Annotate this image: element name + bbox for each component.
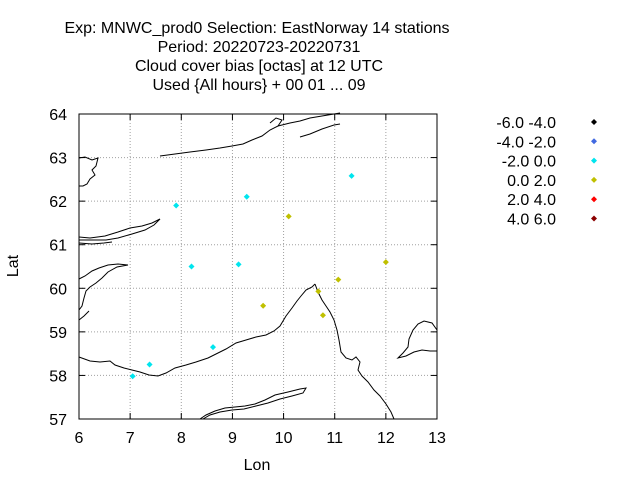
data-point <box>335 276 342 283</box>
legend-label: -4.0 -2.0 <box>496 134 556 151</box>
x-axis-label: Lon <box>244 457 271 474</box>
x-tick-label: 12 <box>377 430 395 447</box>
grid-lines <box>79 114 437 419</box>
legend-swatch <box>591 196 597 203</box>
legend-swatch <box>591 119 597 125</box>
x-tick-label: 9 <box>228 430 237 447</box>
y-tick-label: 62 <box>49 194 67 211</box>
data-point <box>235 261 242 268</box>
y-tick-label: 57 <box>49 412 67 429</box>
legend-label: 2.0 4.0 <box>507 192 556 209</box>
x-tick-label: 10 <box>275 430 293 447</box>
data-point <box>315 288 322 295</box>
x-tick-label: 7 <box>126 430 135 447</box>
y-tick-label: 59 <box>49 325 67 342</box>
legend-label: -2.0 0.0 <box>502 154 556 171</box>
data-points <box>129 172 389 380</box>
legend: -6.0 -4.0 -4.0 -2.0 -2.0 0.0 0.0 2.0 2.0 4.0… <box>496 115 597 229</box>
y-tick-label: 61 <box>49 238 67 255</box>
chart-title-line: Cloud cover bias [octas] at 12 UTC <box>135 58 383 75</box>
data-point <box>129 373 136 380</box>
data-point <box>285 213 292 220</box>
y-tick-label: 63 <box>49 151 67 168</box>
data-point <box>319 312 326 319</box>
x-tick-label: 8 <box>177 430 186 447</box>
y-axis-label: Lat <box>5 254 22 277</box>
coastline-map <box>78 112 438 420</box>
data-point <box>382 259 389 266</box>
x-tick-label: 11 <box>326 430 343 447</box>
chart-title-line: Exp: MNWC_prod0 Selection: EastNorway 14… <box>64 20 449 37</box>
y-tick-label: 60 <box>49 281 67 298</box>
x-axis: 6 7 8 9 10 11 12 13 <box>75 114 446 447</box>
data-point <box>243 193 250 200</box>
data-point <box>348 172 355 179</box>
y-axis: 57 58 59 60 61 62 63 64 <box>49 107 437 429</box>
x-tick-label: 13 <box>428 430 446 447</box>
data-point <box>146 361 153 368</box>
chart-title: Exp: MNWC_prod0 Selection: EastNorway 14… <box>64 20 449 94</box>
data-point <box>173 202 180 209</box>
chart-title-line: Period: 20220723-20220731 <box>158 39 361 56</box>
legend-label: 4.0 6.0 <box>507 212 556 229</box>
legend-label: -6.0 -4.0 <box>496 115 556 132</box>
y-tick-label: 58 <box>49 368 67 385</box>
y-tick-label: 64 <box>49 107 67 124</box>
data-point <box>209 344 216 351</box>
legend-swatch <box>591 157 597 164</box>
data-point <box>188 263 195 270</box>
data-point <box>260 302 267 309</box>
legend-swatch <box>591 215 597 222</box>
legend-swatch <box>591 138 597 145</box>
x-tick-label: 6 <box>75 430 84 447</box>
legend-swatch <box>591 176 597 183</box>
plot-area <box>78 112 438 420</box>
chart-title-line: Used {All hours} + 00 01 ... 09 <box>152 77 365 94</box>
legend-label: 0.0 2.0 <box>507 173 556 190</box>
plot-frame <box>78 113 438 420</box>
